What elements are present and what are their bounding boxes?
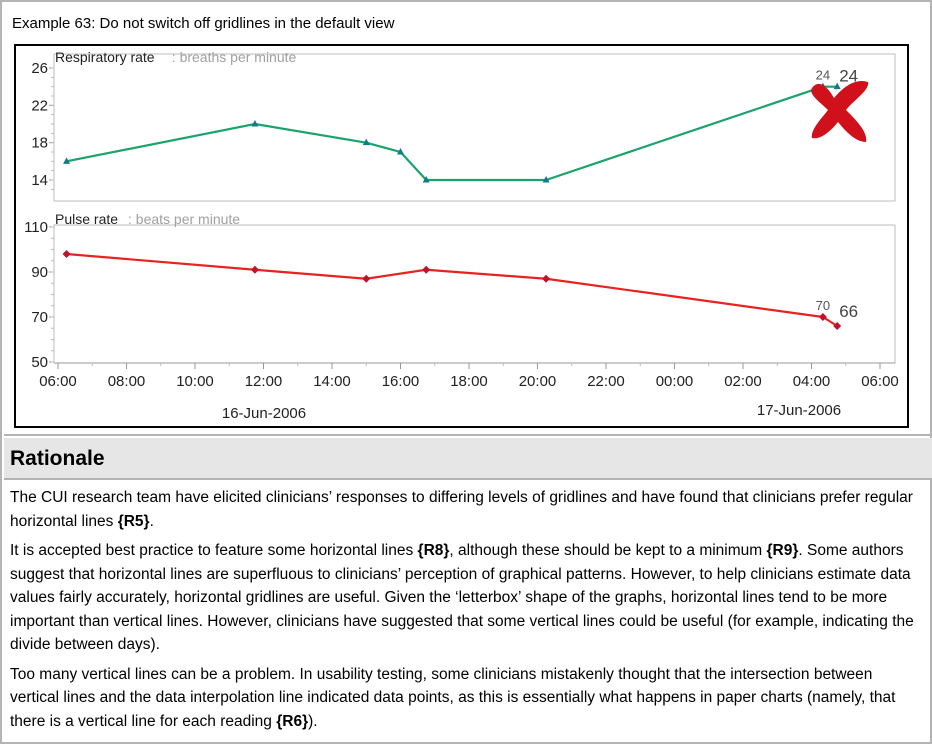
y-tick-label: 18 [31,135,48,152]
rationale-paragraph: It is accepted best practice to feature … [10,539,922,657]
x-tick-label: 10:00 [176,373,214,390]
x-tick-label: 18:00 [450,373,488,390]
data-label: 66 [839,302,858,321]
reference-tag: {R5} [117,512,150,530]
plot-panel [53,224,896,364]
y-tick-label: 14 [31,172,48,189]
red-cross-icon [811,80,869,142]
x-tick-label: 06:00 [861,373,899,390]
data-point [362,274,371,283]
panel-title: Pulse rate [55,211,118,227]
paragraph-text: It is accepted best practice to feature … [10,542,418,559]
reference-tag: {R8} [417,542,450,559]
x-tick-label: 16:00 [382,373,420,390]
paragraph-text: Too many vertical lines can be a problem… [10,665,896,730]
data-point [542,176,550,183]
x-tick-label: 14:00 [313,373,351,390]
vital-signs-chart: Respiratory rate : breaths per minute 26 22… [14,44,909,428]
paragraph-text: , although these should be kept to a min… [449,542,767,559]
x-tick-label: 04:00 [793,373,831,390]
data-point [818,313,827,321]
x-tick-label: 06:00 [39,373,77,390]
paragraph-text: ). [308,712,318,730]
rationale-paragraph: The CUI research team have elicited clin… [10,486,922,533]
rationale-heading: Rationale [10,447,105,470]
data-point [250,265,259,274]
x-tick-label: 20:00 [519,373,557,390]
data-label: 24 [816,68,830,83]
data-point [62,250,71,258]
y-tick-label: 22 [31,97,48,114]
data-point [63,157,71,164]
rationale-header: Rationale [4,438,932,480]
paragraph-text: . [149,512,154,530]
y-tick-label: 110 [24,219,48,236]
data-point [833,322,842,330]
plot-panel [53,53,896,202]
y-tick-label: 90 [31,264,48,281]
data-label: 70 [816,298,830,313]
x-tick-label: 22:00 [587,373,625,390]
data-point [833,82,841,90]
data-point [362,138,370,146]
x-tick-label: 02:00 [724,373,762,390]
series-line [66,85,838,182]
data-point [542,274,551,283]
panel-subtitle: : beats per minute [128,211,240,227]
reference-tag: {R6} [276,712,309,730]
data-label: 24 [839,67,858,86]
rationale-paragraph: Too many vertical lines can be a problem… [10,663,922,734]
example-title: Example 63: Do not switch off gridlines … [12,15,395,32]
example-section: Example 63: Do not switch off gridlines … [4,4,932,436]
data-point [422,176,430,183]
panel-subtitle: : breaths per minute [172,49,297,65]
x-tick-label: 12:00 [245,373,283,390]
y-tick-label: 50 [31,354,48,371]
data-point [251,120,259,127]
rationale-body: The CUI research team have elicited clin… [10,486,922,739]
data-point [422,265,431,274]
date-label: 17-Jun-2006 [757,402,841,419]
x-tick-label: 00:00 [656,373,694,390]
paragraph-text: The CUI research team have elicited clin… [10,489,913,530]
reference-tag: {R9} [766,542,799,559]
date-label: 16-Jun-2006 [222,405,306,422]
chart-canvas: Respiratory rate : breaths per minute 26 22… [24,49,899,422]
paragraph-text: . Some authors suggest that horizontal l… [10,542,914,653]
panel-title: Respiratory rate [55,49,155,65]
x-tick-label: 08:00 [108,373,146,390]
y-tick-label: 26 [31,60,48,77]
data-point [397,148,404,155]
y-tick-label: 70 [31,309,48,326]
